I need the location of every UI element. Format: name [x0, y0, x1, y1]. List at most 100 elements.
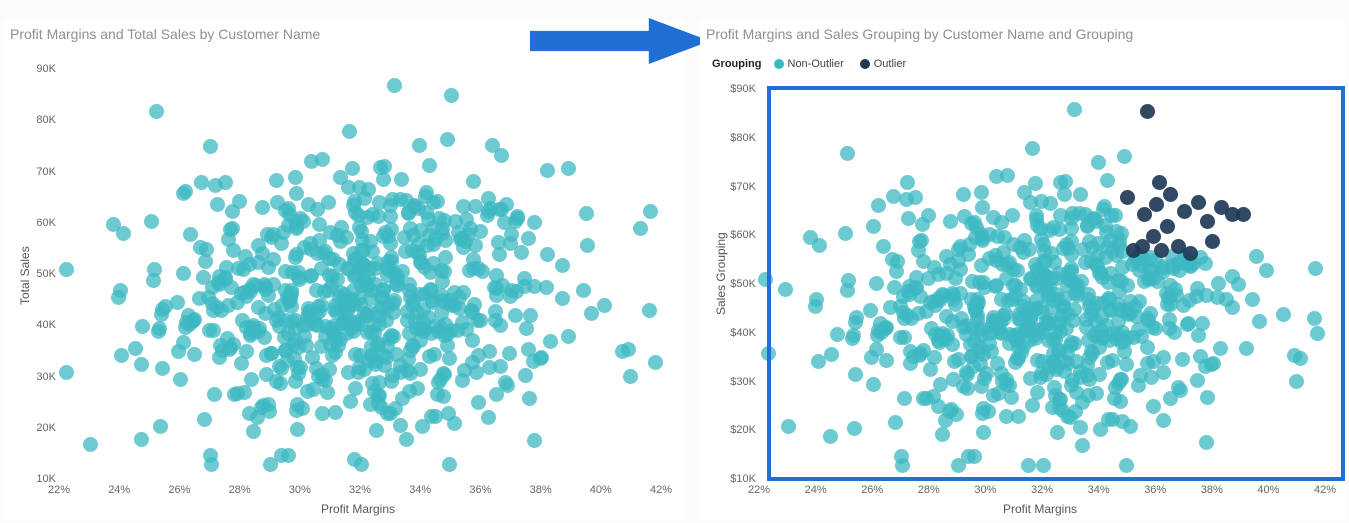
data-point[interactable] — [838, 226, 853, 241]
data-point[interactable] — [1089, 386, 1104, 401]
data-point[interactable] — [263, 457, 278, 472]
data-point[interactable] — [207, 387, 222, 402]
data-point[interactable] — [144, 214, 159, 229]
data-point[interactable] — [1289, 374, 1304, 389]
data-point[interactable] — [440, 132, 455, 147]
data-point[interactable] — [1028, 176, 1043, 191]
data-point[interactable] — [220, 331, 235, 346]
data-point[interactable] — [394, 172, 409, 187]
data-point[interactable] — [1073, 420, 1088, 435]
data-point[interactable] — [1113, 394, 1128, 409]
data-point[interactable] — [1276, 307, 1291, 322]
data-point[interactable] — [236, 262, 251, 277]
data-point[interactable] — [1093, 422, 1108, 437]
data-point[interactable] — [841, 273, 856, 288]
data-point[interactable] — [292, 272, 307, 287]
data-point[interactable] — [259, 367, 274, 382]
data-point[interactable] — [432, 211, 447, 226]
data-point[interactable] — [1310, 326, 1325, 341]
data-point[interactable] — [648, 355, 663, 370]
data-point[interactable] — [1113, 372, 1128, 387]
data-point[interactable] — [847, 421, 862, 436]
data-point[interactable] — [1036, 458, 1051, 473]
data-point[interactable] — [481, 410, 496, 425]
data-point[interactable] — [1053, 392, 1068, 407]
data-point[interactable] — [467, 297, 482, 312]
data-point[interactable] — [255, 200, 270, 215]
data-point[interactable] — [171, 344, 186, 359]
data-point[interactable] — [890, 254, 905, 269]
data-point[interactable] — [434, 288, 449, 303]
data-point[interactable] — [633, 221, 648, 236]
data-point[interactable] — [956, 187, 971, 202]
data-point[interactable] — [886, 189, 901, 204]
data-point[interactable] — [320, 385, 335, 400]
data-point[interactable] — [232, 194, 247, 209]
data-point[interactable] — [354, 278, 369, 293]
data-point[interactable] — [442, 351, 457, 366]
data-point[interactable] — [1004, 390, 1019, 405]
data-point[interactable] — [173, 372, 188, 387]
data-point[interactable] — [527, 215, 542, 230]
data-point[interactable] — [152, 321, 167, 336]
data-point[interactable] — [153, 419, 168, 434]
data-point[interactable] — [430, 194, 445, 209]
data-point[interactable] — [869, 276, 884, 291]
data-point[interactable] — [210, 197, 225, 212]
data-point[interactable] — [913, 346, 928, 361]
data-point[interactable] — [1140, 104, 1155, 119]
data-point[interactable] — [894, 449, 909, 464]
data-point[interactable] — [1308, 261, 1323, 276]
data-point[interactable] — [273, 376, 288, 391]
right-chart-plot[interactable] — [760, 90, 1326, 480]
data-point[interactable] — [778, 282, 793, 297]
data-point[interactable] — [199, 242, 214, 257]
data-point[interactable] — [242, 406, 257, 421]
data-point[interactable] — [471, 395, 486, 410]
data-point[interactable] — [935, 427, 950, 442]
data-point[interactable] — [149, 104, 164, 119]
data-point[interactable] — [523, 308, 538, 323]
data-point[interactable] — [134, 432, 149, 447]
data-point[interactable] — [840, 146, 855, 161]
data-point[interactable] — [508, 214, 523, 229]
data-point[interactable] — [989, 169, 1004, 184]
data-point[interactable] — [960, 367, 975, 382]
data-point[interactable] — [986, 388, 1001, 403]
data-point[interactable] — [1023, 371, 1038, 386]
data-point[interactable] — [387, 78, 402, 93]
data-point[interactable] — [1143, 306, 1158, 321]
data-point[interactable] — [974, 185, 989, 200]
data-point[interactable] — [321, 195, 336, 210]
data-point[interactable] — [442, 457, 457, 472]
data-point[interactable] — [328, 405, 343, 420]
data-point[interactable] — [1061, 265, 1076, 280]
data-point[interactable] — [372, 388, 387, 403]
data-point[interactable] — [561, 161, 576, 176]
data-point[interactable] — [269, 173, 284, 188]
data-point[interactable] — [299, 338, 314, 353]
data-point[interactable] — [1252, 314, 1267, 329]
data-point[interactable] — [584, 306, 599, 321]
data-point[interactable] — [376, 283, 391, 298]
data-point[interactable] — [342, 124, 357, 139]
data-point[interactable] — [1030, 273, 1045, 288]
data-point[interactable] — [455, 373, 470, 388]
data-point[interactable] — [897, 391, 912, 406]
data-point[interactable] — [519, 321, 534, 336]
data-point[interactable] — [908, 190, 923, 205]
data-point[interactable] — [540, 247, 555, 262]
data-point[interactable] — [197, 412, 212, 427]
data-point[interactable] — [114, 348, 129, 363]
data-point[interactable] — [990, 229, 1005, 244]
data-point[interactable] — [1128, 299, 1143, 314]
data-point[interactable] — [395, 391, 410, 406]
data-point[interactable] — [975, 200, 990, 215]
data-point[interactable] — [458, 234, 473, 249]
data-point[interactable] — [410, 381, 425, 396]
data-point[interactable] — [893, 299, 908, 314]
data-point[interactable] — [911, 306, 926, 321]
data-point[interactable] — [408, 314, 423, 329]
data-point[interactable] — [369, 423, 384, 438]
data-point[interactable] — [384, 328, 399, 343]
